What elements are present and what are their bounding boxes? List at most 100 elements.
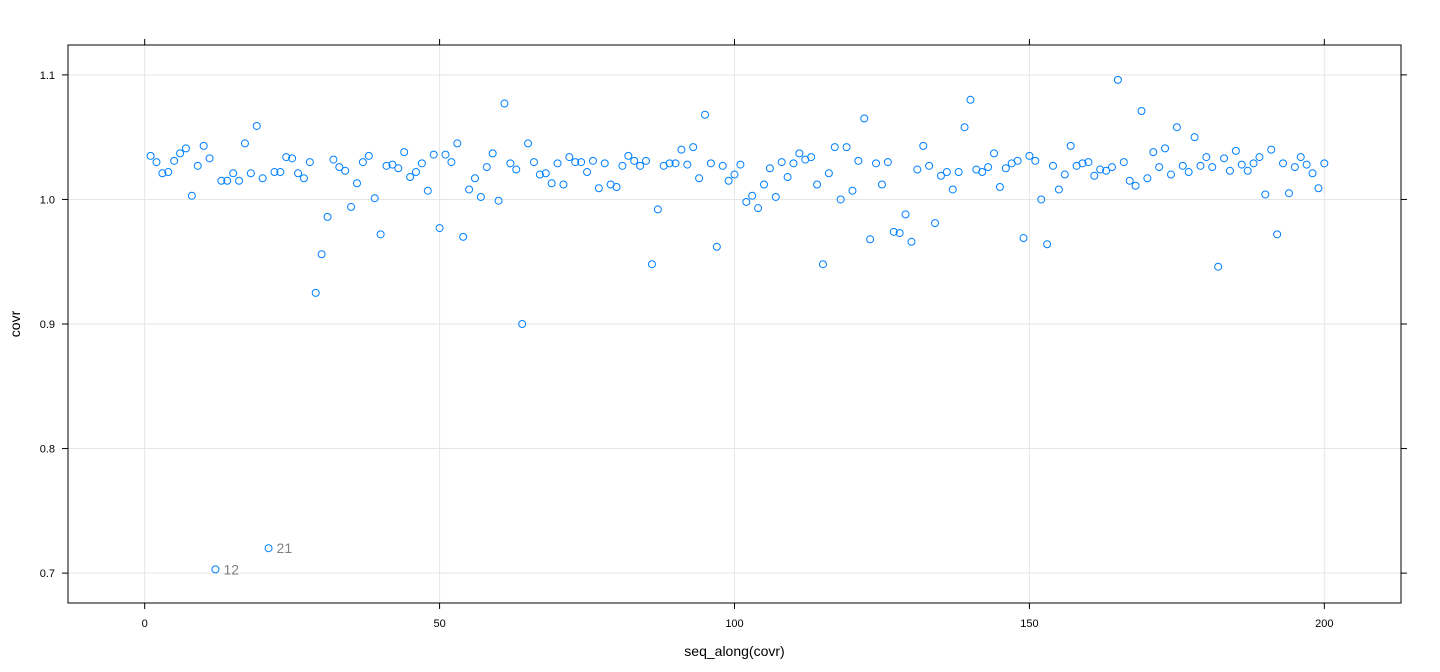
data-point xyxy=(559,180,568,189)
data-point xyxy=(524,139,533,148)
data-point xyxy=(1243,166,1252,175)
data-point xyxy=(948,185,957,194)
data-point xyxy=(995,182,1004,191)
data-point xyxy=(235,176,244,185)
data-point xyxy=(1096,165,1105,174)
data-point xyxy=(736,160,745,169)
data-point xyxy=(246,169,255,178)
data-point xyxy=(423,186,432,195)
data-point xyxy=(1296,153,1305,162)
data-point xyxy=(417,159,426,168)
data-point xyxy=(954,168,963,177)
data-point xyxy=(689,143,698,152)
data-point xyxy=(164,168,173,177)
data-point xyxy=(264,544,273,553)
data-point xyxy=(860,114,869,123)
data-point xyxy=(1019,234,1028,243)
data-point xyxy=(518,320,527,328)
data-point xyxy=(1060,170,1069,179)
data-point xyxy=(323,212,332,221)
data-point xyxy=(1143,174,1152,183)
data-point xyxy=(158,169,167,178)
data-point xyxy=(488,149,497,158)
data-point xyxy=(217,176,226,185)
data-point xyxy=(966,95,975,104)
data-point xyxy=(299,174,308,183)
data-point xyxy=(187,191,196,200)
data-point xyxy=(400,148,409,157)
y-tick-label: 0.8 xyxy=(40,444,55,456)
data-point xyxy=(683,160,692,169)
data-point xyxy=(931,219,940,228)
data-point xyxy=(883,158,892,167)
data-point xyxy=(742,197,751,206)
data-point xyxy=(258,174,267,183)
data-point xyxy=(647,260,656,269)
data-point xyxy=(1131,181,1140,190)
data-point xyxy=(1302,160,1311,169)
data-point xyxy=(1178,161,1187,170)
data-point xyxy=(1214,262,1223,271)
data-point xyxy=(907,237,916,246)
data-point xyxy=(813,180,822,189)
data-point xyxy=(1107,163,1116,172)
x-axis-title: seq_along(covr) xyxy=(684,643,784,659)
data-point xyxy=(671,159,680,168)
data-point xyxy=(1172,123,1181,132)
data-point xyxy=(1196,161,1205,170)
data-point xyxy=(636,161,645,170)
data-point xyxy=(695,174,704,183)
data-point xyxy=(1273,230,1282,239)
data-point xyxy=(901,210,910,219)
x-tick-label: 200 xyxy=(1315,618,1333,630)
data-point xyxy=(152,158,161,167)
y-tick-label: 1.0 xyxy=(40,194,55,206)
data-point xyxy=(1284,189,1293,198)
data-point xyxy=(146,151,155,160)
data-point xyxy=(1261,190,1270,199)
data-point xyxy=(193,161,202,170)
data-point xyxy=(329,155,338,164)
data-point xyxy=(771,192,780,201)
data-point xyxy=(1202,153,1211,162)
data-point xyxy=(341,166,350,175)
data-point xyxy=(630,156,639,165)
data-point xyxy=(1225,166,1234,175)
data-point xyxy=(789,159,798,168)
data-point xyxy=(724,176,733,185)
data-point xyxy=(535,170,544,179)
point-label: 21 xyxy=(277,540,293,556)
data-point xyxy=(612,182,621,191)
data-point xyxy=(176,149,185,158)
data-point xyxy=(270,168,279,177)
data-point xyxy=(1102,166,1111,175)
data-point xyxy=(748,191,757,200)
x-tick-label: 150 xyxy=(1020,618,1038,630)
data-point xyxy=(211,565,220,574)
data-point xyxy=(1125,176,1134,185)
data-point xyxy=(1137,107,1146,116)
data-point xyxy=(854,156,863,165)
data-point xyxy=(388,160,397,169)
data-point xyxy=(406,173,415,182)
data-point xyxy=(1054,185,1063,194)
data-point xyxy=(170,156,179,165)
y-axis-title: covr xyxy=(7,310,23,337)
data-point xyxy=(470,174,479,183)
data-point xyxy=(1037,195,1046,204)
data-point xyxy=(942,168,951,177)
data-point xyxy=(429,150,438,159)
data-point xyxy=(223,176,232,185)
data-point xyxy=(665,159,674,168)
data-point xyxy=(712,242,721,251)
data-point xyxy=(364,151,373,160)
data-point xyxy=(836,195,845,204)
data-point xyxy=(376,230,385,239)
data-point xyxy=(240,139,249,148)
data-point xyxy=(370,194,379,203)
data-point xyxy=(311,288,320,297)
data-point xyxy=(288,154,297,163)
point-annotations: 12 21 xyxy=(223,540,292,577)
data-point xyxy=(1078,159,1087,168)
